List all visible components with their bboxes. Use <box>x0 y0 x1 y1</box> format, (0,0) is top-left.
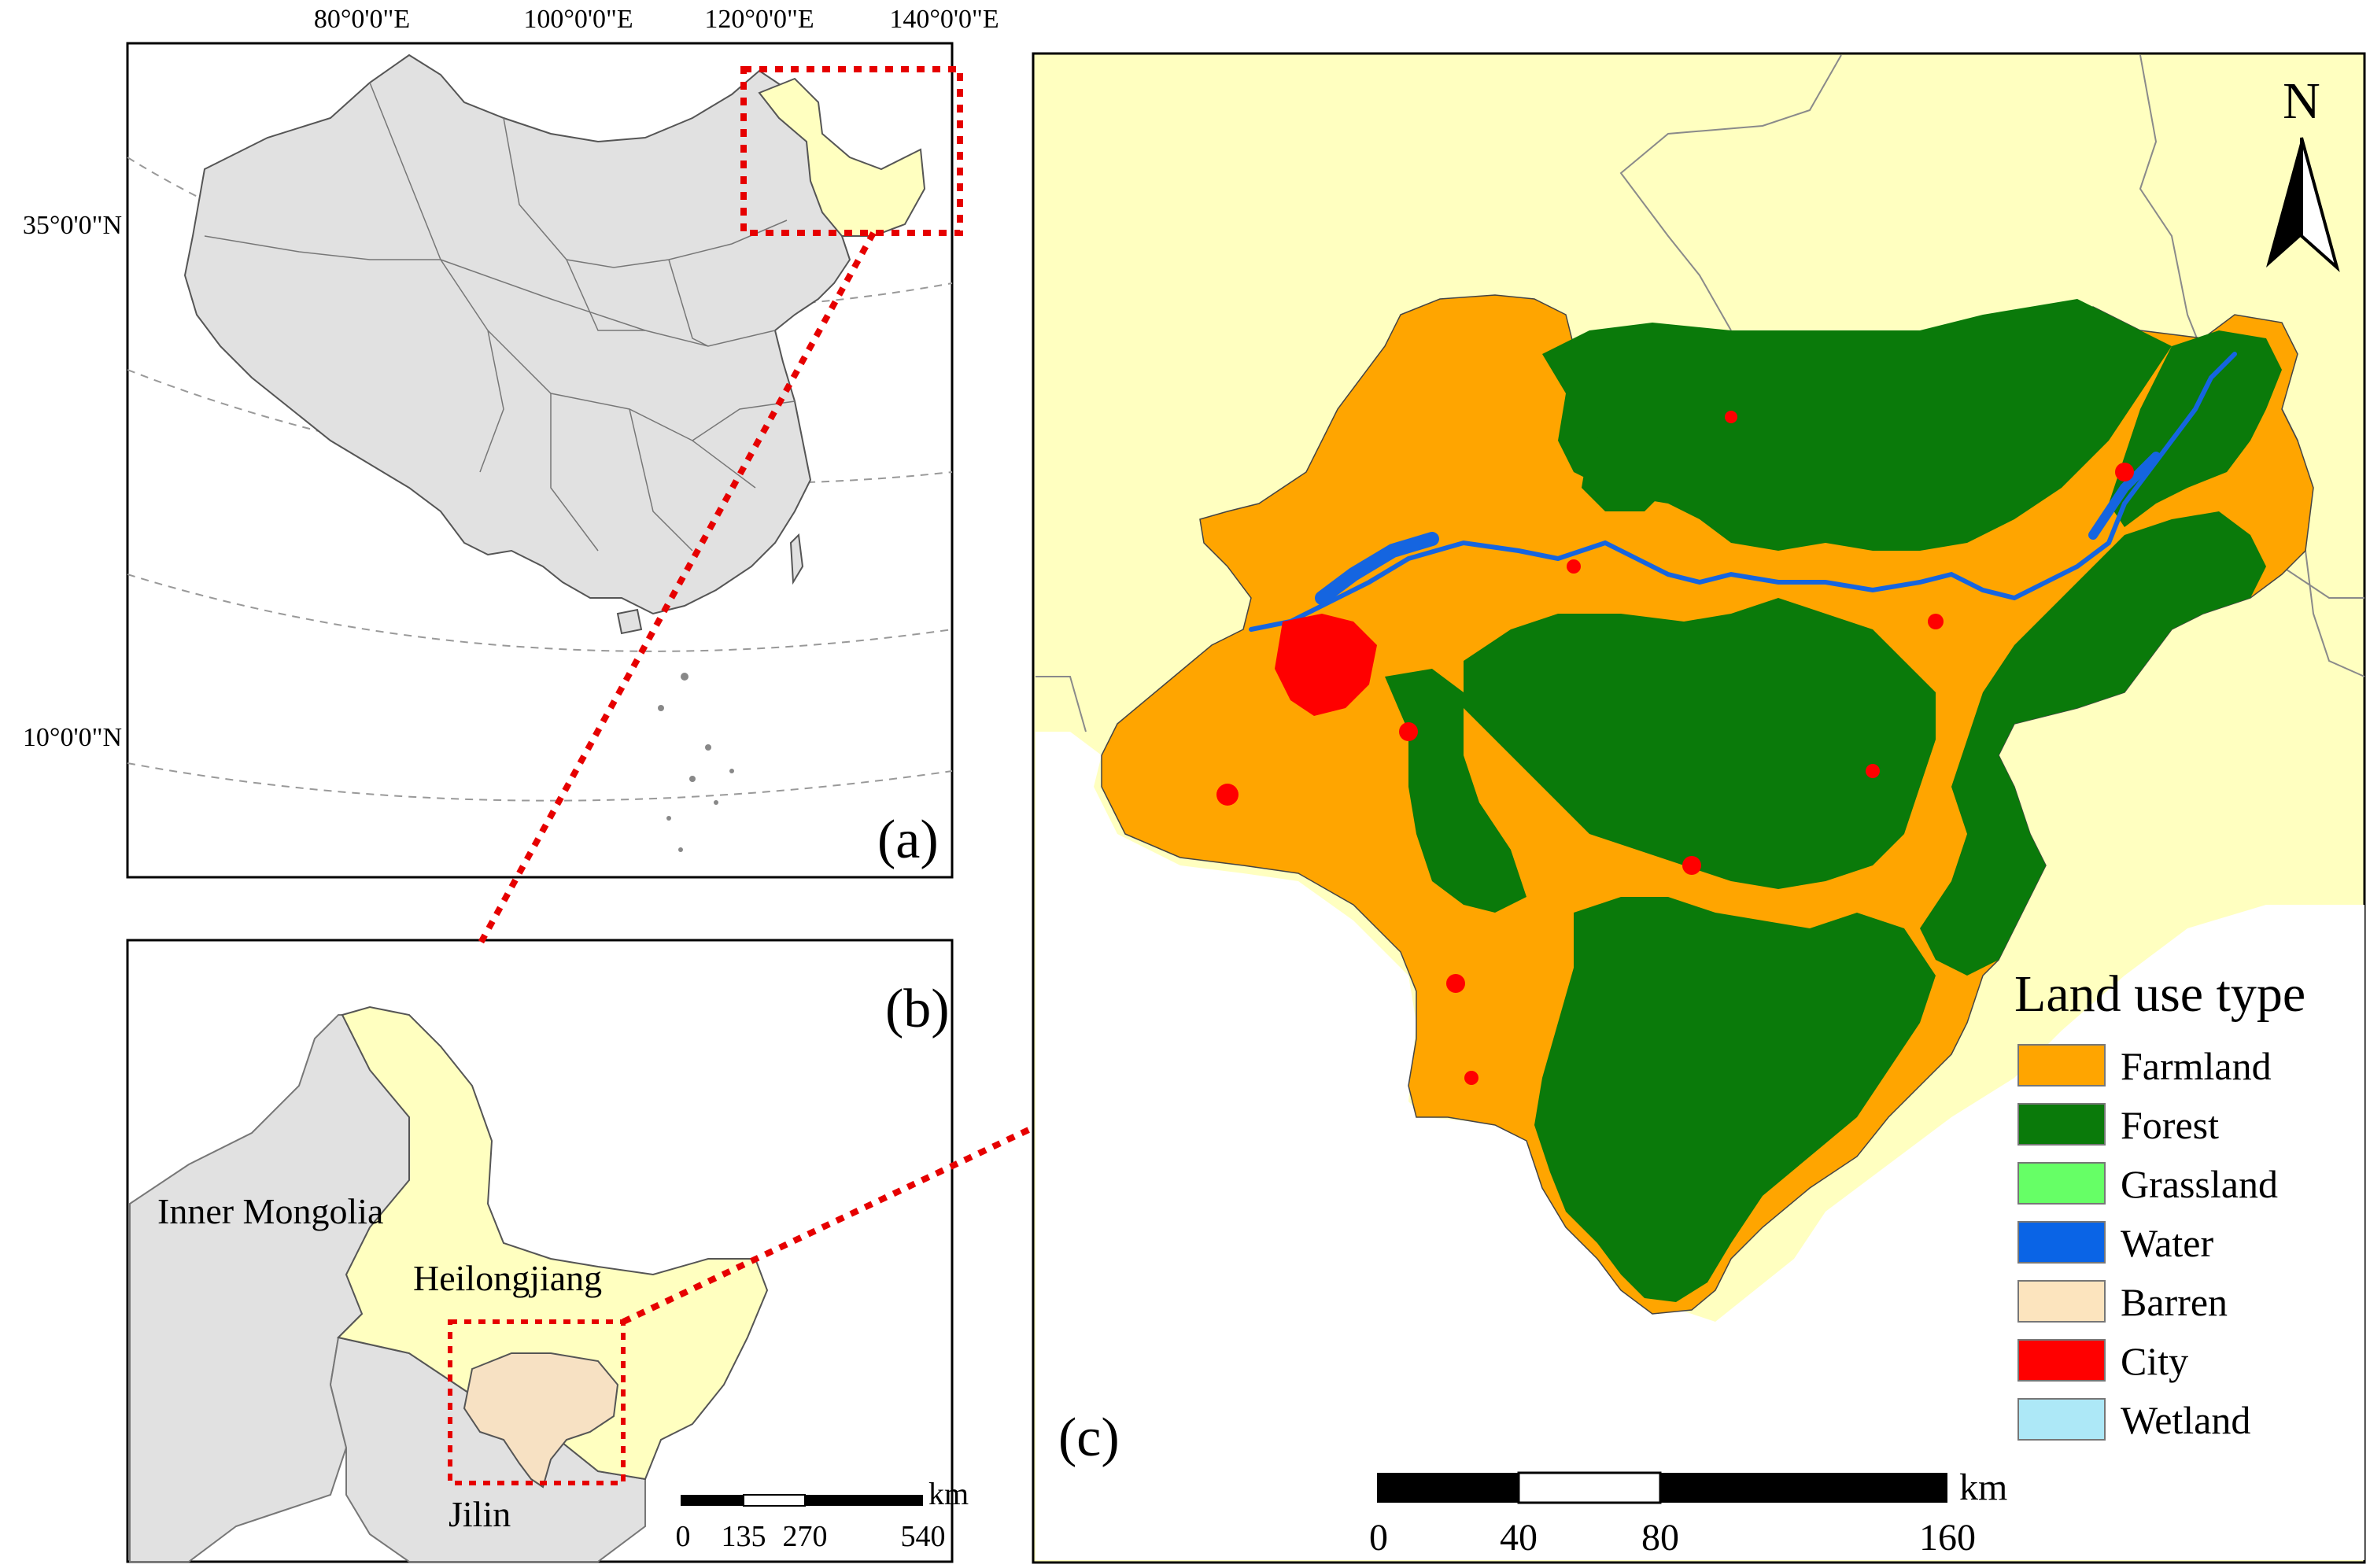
legend-label-grassland: Grassland <box>2121 1162 2278 1206</box>
rivers <box>1249 352 2237 632</box>
province-boundaries <box>204 82 796 552</box>
taiwan-shape <box>789 533 804 585</box>
study-area-shape-b <box>463 1352 619 1489</box>
scale-tick-c-2: 80 <box>1641 1517 1679 1559</box>
heilongjiang-shape-b <box>337 1005 769 1481</box>
city-dot <box>1399 722 1418 741</box>
scale-tick-b-0: 0 <box>676 1520 691 1553</box>
forest-patch-west <box>1385 669 1526 913</box>
panel-a-china-map: 80°0'0"E 100°0'0"E 120°0'0"E 140°0'0"E 3… <box>23 5 999 879</box>
city-dot <box>1725 411 1737 423</box>
city-dot <box>1464 1071 1478 1085</box>
region-label-heilongjiang: Heilongjiang <box>413 1258 602 1298</box>
city-patches <box>1216 411 2134 1085</box>
city-harbin <box>1275 614 1377 716</box>
city-dot <box>1216 784 1239 806</box>
legend-label-farmland: Farmland <box>2121 1044 2272 1088</box>
forest-patch-northeast <box>2109 330 2282 527</box>
scale-tick-b-2: 270 <box>783 1520 828 1553</box>
forest-patches <box>1385 299 2282 1302</box>
lon-tick-140: 140°0'0"E <box>889 5 999 34</box>
south-sea-islands <box>658 673 734 852</box>
north-arrow: N <box>2266 72 2340 272</box>
legend: Land use type Farmland Forest Grassland Wat… <box>2014 965 2305 1442</box>
legend-swatch-farmland <box>2017 1044 2106 1087</box>
city-dot <box>2115 463 2134 481</box>
lon-tick-100: 100°0'0"E <box>523 5 633 34</box>
scale-tick-b-1: 135 <box>722 1520 766 1553</box>
legend-swatch-grassland <box>2017 1162 2106 1205</box>
scale-bar-c: km 0 40 80 160 <box>1369 1467 2007 1559</box>
region-label-jilin: Jilin <box>449 1494 511 1534</box>
lon-tick-80: 80°0'0"E <box>314 5 410 34</box>
city-dot <box>1682 856 1701 875</box>
selection-box-a <box>740 66 963 236</box>
scale-tick-c-3: 160 <box>1919 1517 1976 1559</box>
forest-patch-central <box>1464 598 1936 889</box>
hainan-shape <box>616 608 643 635</box>
zoom-connectors <box>477 231 1040 1325</box>
scale-tick-c-1: 40 <box>1500 1517 1538 1559</box>
legend-swatch-forest <box>2017 1103 2106 1146</box>
panel-c-label: (c) <box>1058 1408 1120 1468</box>
forest-patch-east <box>1920 511 2266 976</box>
panel-b-region-map: (b) Inner Mongolia Heilongjiang Jilin km… <box>126 939 969 1563</box>
legend-swatch-barren <box>2017 1280 2106 1323</box>
forest-patch-north <box>1542 299 2172 551</box>
north-arrow-label: N <box>2283 72 2320 130</box>
lon-tick-120: 120°0'0"E <box>704 5 814 34</box>
heilongjiang-shape-a <box>758 77 926 237</box>
legend-label-water: Water <box>2121 1221 2213 1265</box>
lat-tick-35: 35°0'0"N <box>23 211 122 240</box>
legend-title: Land use type <box>2014 965 2305 1023</box>
panel-a-label: (a) <box>877 810 939 870</box>
north-arrow-right-half <box>2300 137 2340 272</box>
legend-label-barren: Barren <box>2121 1280 2228 1324</box>
legend-swatch-water <box>2017 1221 2106 1264</box>
selection-box-b <box>448 1319 626 1485</box>
lat-tick-10: 10°0'0"N <box>23 723 122 752</box>
forest-patch-hill <box>1582 425 1668 511</box>
north-arrow-left-half <box>2266 138 2302 267</box>
china-mainland-shape <box>183 53 851 615</box>
scale-tick-c-0: 0 <box>1369 1517 1388 1559</box>
panel-b-label: (b) <box>885 979 950 1039</box>
scale-bar-b: km 0 135 270 540 <box>676 1476 969 1553</box>
legend-label-forest: Forest <box>2121 1103 2219 1147</box>
legend-label-city: City <box>2121 1339 2188 1383</box>
city-dot <box>1446 974 1465 993</box>
city-dot <box>1567 559 1581 574</box>
legend-swatch-wetland <box>2017 1398 2106 1441</box>
city-dot <box>1866 764 1880 778</box>
scale-unit-c: km <box>1959 1467 2007 1508</box>
legend-swatch-city <box>2017 1339 2106 1382</box>
forest-patch-south <box>1534 897 1936 1302</box>
legend-label-wetland: Wetland <box>2121 1398 2250 1442</box>
panel-c-landuse-map: N Land use type Farmland Forest Grassland W… <box>1032 52 2366 1564</box>
scale-unit-b: km <box>928 1476 969 1511</box>
region-label-inner-mongolia: Inner Mongolia <box>157 1191 383 1231</box>
city-dot <box>1928 614 1944 629</box>
scale-tick-b-3: 540 <box>901 1520 946 1553</box>
